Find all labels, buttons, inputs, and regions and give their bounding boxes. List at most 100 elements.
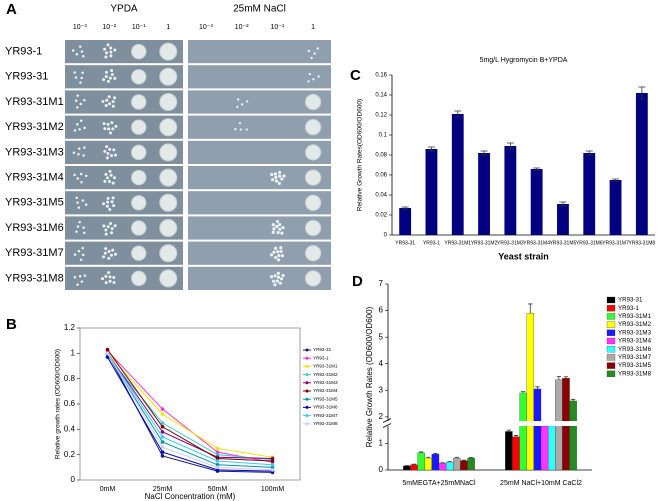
panel-letter: C [350, 67, 361, 84]
spot [304, 169, 322, 186]
legend-label: YR93-31 [618, 297, 643, 304]
colony [83, 146, 86, 149]
legend-label: YR93-1 [618, 305, 640, 312]
colony [104, 232, 108, 236]
colony [107, 271, 111, 275]
error-bar [461, 459, 467, 461]
plate-strip [65, 140, 183, 164]
colony [113, 153, 117, 157]
colony [101, 100, 105, 104]
error-bar [506, 142, 514, 150]
colony [316, 47, 319, 50]
colony [79, 81, 82, 84]
legend-swatch [606, 346, 616, 353]
spot [304, 194, 322, 211]
y-tick-label: 0.14 [375, 93, 387, 99]
colony [107, 249, 111, 253]
colony [108, 102, 112, 106]
point [160, 412, 165, 416]
spot [159, 269, 178, 288]
colony [317, 75, 320, 78]
error-bar [468, 457, 474, 459]
legend-label: YR93-31 [313, 347, 332, 352]
y-tick-label: 6 [379, 306, 384, 315]
colony [111, 248, 115, 252]
bar [453, 457, 461, 471]
x-tick-label: YR93-1 [423, 240, 440, 246]
colony [80, 280, 84, 283]
colony [104, 55, 108, 59]
strain-label: YR93-31M7 [5, 247, 64, 259]
strain-label: YR93-31M3 [5, 146, 64, 158]
dilution-label: 10⁻¹ [270, 24, 284, 31]
colony [278, 222, 282, 227]
colony [278, 174, 282, 178]
colony [275, 279, 279, 283]
colony [105, 98, 109, 102]
x-tick-label: 5mMEGTA+25mMNaCl [402, 480, 476, 487]
plate-strip [65, 266, 183, 290]
y-tick-label: 0.4 [64, 424, 76, 433]
colony [108, 208, 112, 212]
legend-marker [305, 364, 309, 368]
plate-strip [188, 140, 331, 164]
colony [110, 231, 114, 235]
bar [530, 169, 543, 235]
colony [271, 178, 275, 182]
colony [83, 126, 86, 130]
colony [106, 79, 110, 83]
colony [79, 172, 83, 176]
bar [504, 146, 517, 235]
colony [104, 274, 108, 278]
spot [159, 143, 178, 162]
legend-label: YR93-31M8 [313, 421, 338, 426]
colony [73, 71, 76, 74]
error-bar [401, 206, 409, 210]
bar [445, 461, 454, 471]
x-tick-label: 100mM [261, 486, 285, 493]
colony [110, 68, 114, 72]
colony [104, 172, 108, 176]
plate-strip [188, 216, 331, 240]
colony [75, 52, 79, 56]
legend-swatch [606, 329, 616, 336]
axis-break-mark [382, 418, 392, 428]
colony [269, 253, 274, 257]
colony [78, 128, 81, 131]
colony [277, 253, 281, 258]
colony [71, 49, 75, 52]
y-tick-label: 0.16 [375, 73, 387, 79]
spot [131, 43, 147, 60]
colony [79, 258, 83, 261]
series-line [107, 352, 273, 458]
point [160, 407, 165, 411]
bar [451, 114, 464, 235]
colony [102, 122, 106, 126]
plate-strip [65, 216, 183, 240]
colony [307, 80, 310, 83]
spot [159, 67, 178, 86]
series-line [107, 353, 273, 471]
dilution-label: 10⁻³ [73, 24, 87, 31]
colony [109, 253, 113, 257]
colony [276, 250, 280, 254]
error-bar [480, 150, 488, 156]
legend-swatch [606, 313, 616, 320]
dilution-label: 10⁻² [235, 24, 249, 31]
colony [280, 254, 285, 258]
colony [109, 46, 113, 50]
colony [274, 175, 278, 179]
colony [81, 199, 85, 202]
series-line [107, 350, 273, 463]
error-bar [612, 178, 620, 182]
colony [279, 249, 283, 254]
colony [237, 98, 240, 101]
legend-marker [305, 381, 309, 385]
point [105, 347, 110, 352]
colony [310, 56, 313, 60]
point [160, 430, 165, 434]
colony [113, 76, 117, 80]
colony [106, 152, 110, 156]
legend-marker [305, 422, 309, 426]
colony [84, 203, 88, 206]
